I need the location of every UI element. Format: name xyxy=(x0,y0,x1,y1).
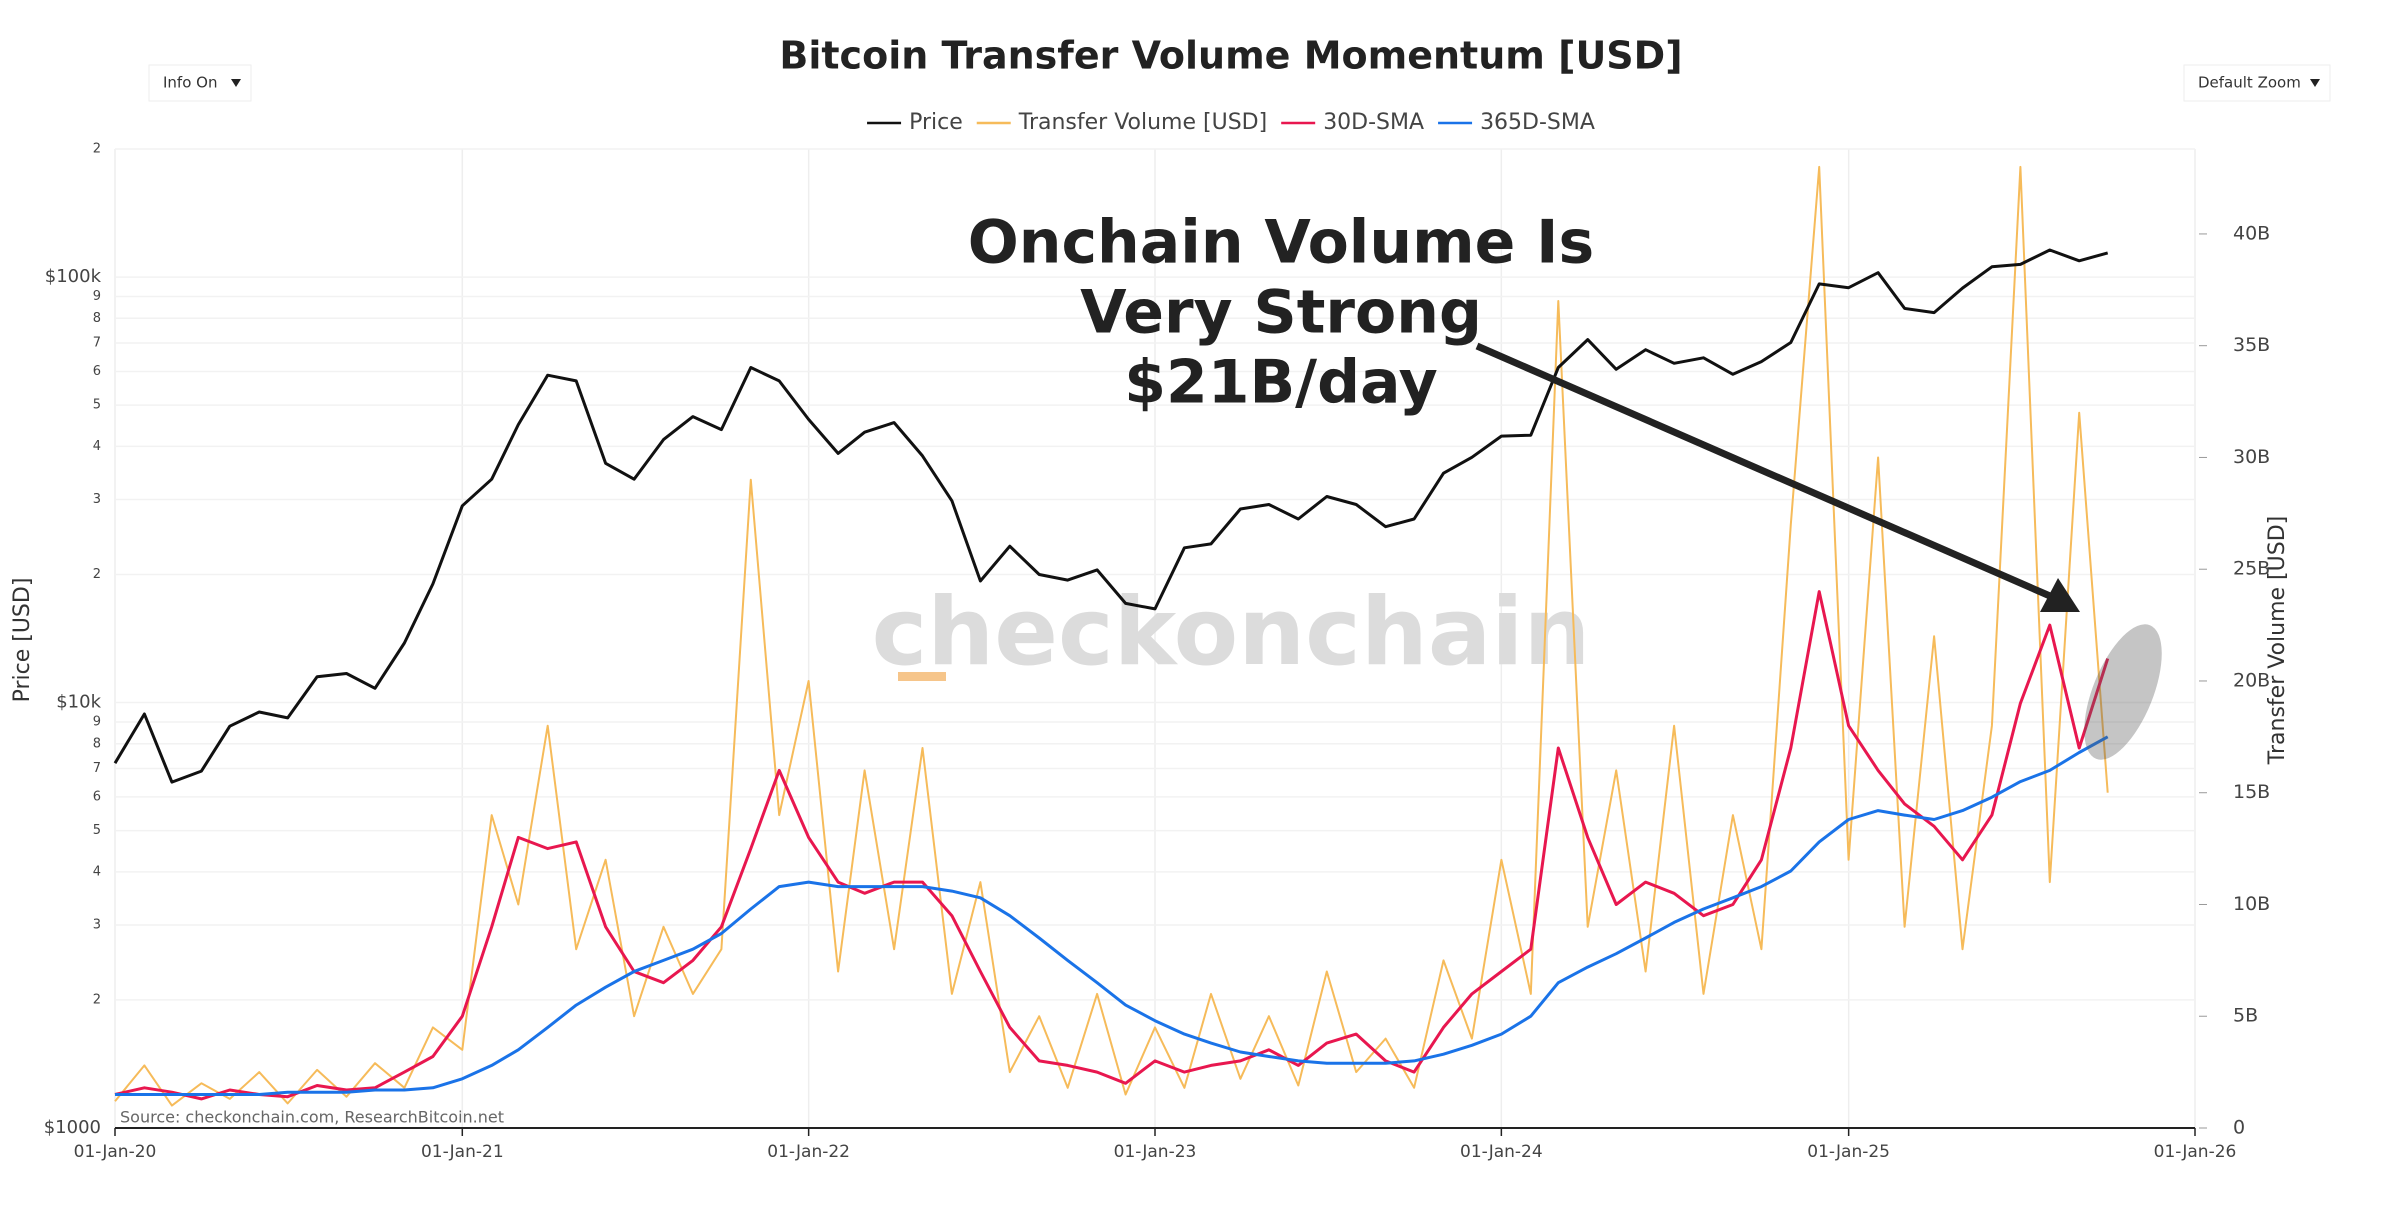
y-tick-label: $1000 xyxy=(44,1117,101,1138)
y2-tick-label: 5B xyxy=(2233,1005,2258,1027)
y2-tick-label: 20B xyxy=(2233,669,2270,691)
y-axis-title: Price [USD] xyxy=(10,578,35,703)
y-tick-label: 9 xyxy=(93,289,101,304)
x-tick-label: 01-Jan-22 xyxy=(767,1142,850,1162)
highlight-ellipse xyxy=(2084,624,2162,760)
y-tick-label: 9 xyxy=(93,715,101,730)
y2-tick-label: 10B xyxy=(2233,893,2270,915)
x-tick-label: 01-Jan-21 xyxy=(421,1142,504,1162)
y2-tick-label: 25B xyxy=(2233,558,2270,580)
y2-tick-label: 40B xyxy=(2233,222,2270,244)
dropdown-arrow[interactable] xyxy=(231,79,241,87)
control-box[interactable] xyxy=(2183,64,2331,102)
legend-label: Price xyxy=(909,110,963,135)
y-tick-label: $10k xyxy=(56,692,101,713)
legend-label: Transfer Volume [USD] xyxy=(1018,110,1267,135)
source-note: Source: checkonchain.com, ResearchBitcoi… xyxy=(120,1108,504,1127)
y-tick-label: 2 xyxy=(93,142,101,157)
y-tick-label: 8 xyxy=(93,736,101,751)
y2-axis-title: Transfer Volume [USD] xyxy=(2265,516,2290,765)
watermark: checkonchain xyxy=(872,578,1591,687)
y2-tick-label: 15B xyxy=(2233,781,2270,803)
y-tick-label: 7 xyxy=(93,335,101,350)
control-left[interactable]: Info On xyxy=(148,64,252,102)
control-label[interactable]: Default Zoom xyxy=(2198,74,2301,92)
grid xyxy=(114,148,2196,1129)
control-label[interactable]: Info On xyxy=(163,74,217,92)
y-tick-label: 5 xyxy=(93,823,101,838)
x-tick-label: 01-Jan-26 xyxy=(2154,1142,2237,1162)
x-tick-label: 01-Jan-24 xyxy=(1460,1142,1543,1162)
chart-title: Bitcoin Transfer Volume Momentum [USD] xyxy=(779,34,1682,78)
y-tick-label: 8 xyxy=(93,311,101,326)
y2-tick-label: 35B xyxy=(2233,334,2270,356)
annotation: Onchain Volume Is Very Strong $21B/day xyxy=(968,208,2162,760)
control-right[interactable]: Default Zoom xyxy=(2183,64,2331,102)
annotation-line: $21B/day xyxy=(1124,348,1438,418)
annotation-line: Onchain Volume Is xyxy=(968,208,1594,278)
dropdown-arrow[interactable] xyxy=(2310,79,2320,87)
x-tick-label: 01-Jan-23 xyxy=(1114,1142,1197,1162)
y-tick-label: 4 xyxy=(93,439,101,454)
series-line xyxy=(113,248,2109,784)
plot xyxy=(113,165,2110,1107)
legend-label: 30D-SMA xyxy=(1323,110,1424,135)
annotation-arrowhead xyxy=(2040,578,2080,612)
y-tick-label: 2 xyxy=(93,992,101,1007)
legend: Price Transfer Volume [USD] 30D-SMA 365D-SM… xyxy=(867,110,1595,135)
x-tick-label: 01-Jan-20 xyxy=(74,1142,157,1162)
y-tick-label: 3 xyxy=(93,492,101,507)
legend-label: 365D-SMA xyxy=(1480,110,1595,135)
annotation-arrow xyxy=(1475,342,2052,600)
y-tick-label: 2 xyxy=(93,567,101,582)
watermark-underscore xyxy=(898,672,946,681)
series-line xyxy=(114,590,2110,1101)
y2-tick-label: 30B xyxy=(2233,446,2270,468)
y-tick-label: $100k xyxy=(45,266,102,287)
y-tick-label: 3 xyxy=(93,918,101,933)
y-tick-label: 4 xyxy=(93,864,101,879)
x-tick-label: 01-Jan-25 xyxy=(1807,1142,1890,1162)
y-tick-label: 7 xyxy=(93,761,101,776)
y-tick-label: 6 xyxy=(93,789,101,804)
y-tick-label: 6 xyxy=(93,364,101,379)
y2-tick-label: 0 xyxy=(2233,1117,2245,1139)
annotation-line: Very Strong xyxy=(1080,278,1482,348)
y-tick-label: 5 xyxy=(93,398,101,413)
series-line xyxy=(115,735,2109,1096)
